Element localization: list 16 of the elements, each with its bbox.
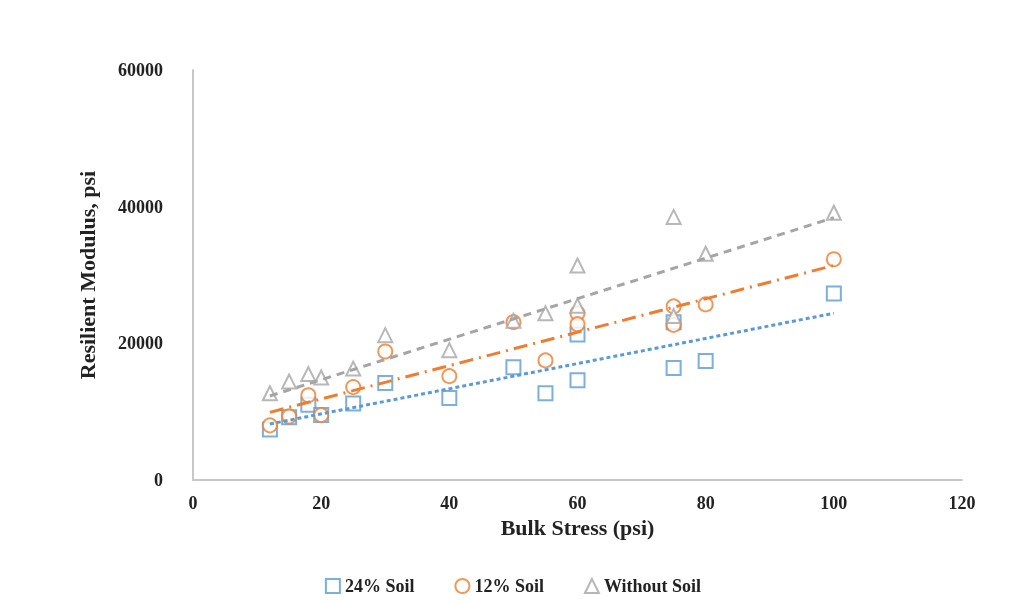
y-tick-label: 60000: [118, 60, 163, 80]
x-tick-label: 40: [440, 493, 459, 513]
x-tick-label: 0: [188, 493, 198, 513]
y-tick-label: 40000: [118, 196, 163, 217]
x-tick-label: 20: [312, 493, 331, 513]
y-tick-label: 20000: [118, 333, 163, 354]
x-tick-label: 100: [820, 493, 848, 513]
y-axis-title: Resilient Modulus, psi: [74, 170, 100, 380]
x-axis-title: Bulk Stress (psi): [500, 515, 655, 541]
x-tick-label: 120: [948, 493, 976, 513]
y-tick-label: 0: [154, 470, 163, 490]
x-tick-label: 80: [696, 493, 715, 513]
legend-label: Without Soil: [603, 576, 702, 596]
x-tick-label: 60: [568, 493, 587, 513]
legend-label: 24% Soil: [344, 576, 415, 596]
legend-label: 12% Soil: [474, 576, 544, 596]
